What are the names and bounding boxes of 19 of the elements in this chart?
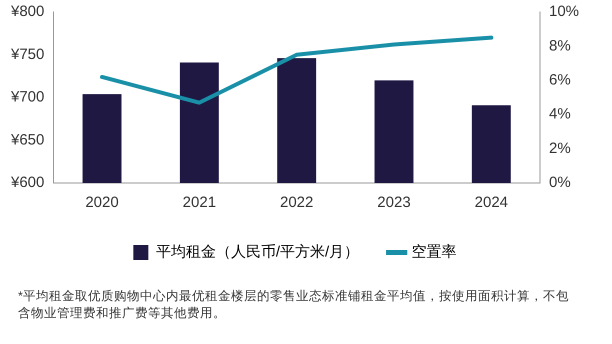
y2-tick-label: 6% [548,72,571,89]
y-tick-label: ¥650 [10,131,44,148]
y2-tick-label: 0% [548,174,571,192]
x-tick-label: 2023 [377,194,411,212]
y-tick-label: ¥750 [10,46,44,63]
y2-tick-label: 2% [548,140,571,157]
y-tick-label: ¥800 [10,3,44,20]
x-tick-label: 2022 [280,194,314,212]
text: *平均租金取优质购物中心内最优租金楼层的零售业态标准铺租金平均值，按使用面积计算，不包含物业管理费和推广费等其他费用。 [18,288,570,322]
x-tick-label: 2024 [474,194,508,212]
y-tick-label: ¥600 [10,174,44,192]
legend-label: 空置率 [412,244,457,261]
legend-label: 平均租金（人民币/平方米/月） [156,244,360,261]
x-tick-label: 2021 [182,194,216,212]
y2-tick-label: 4% [548,106,571,123]
y2-tick-label: 8% [548,37,571,54]
y-tick-label: ¥700 [10,88,44,106]
y2-tick-label: 10% [548,3,580,20]
x-tick-label: 2020 [85,194,119,212]
